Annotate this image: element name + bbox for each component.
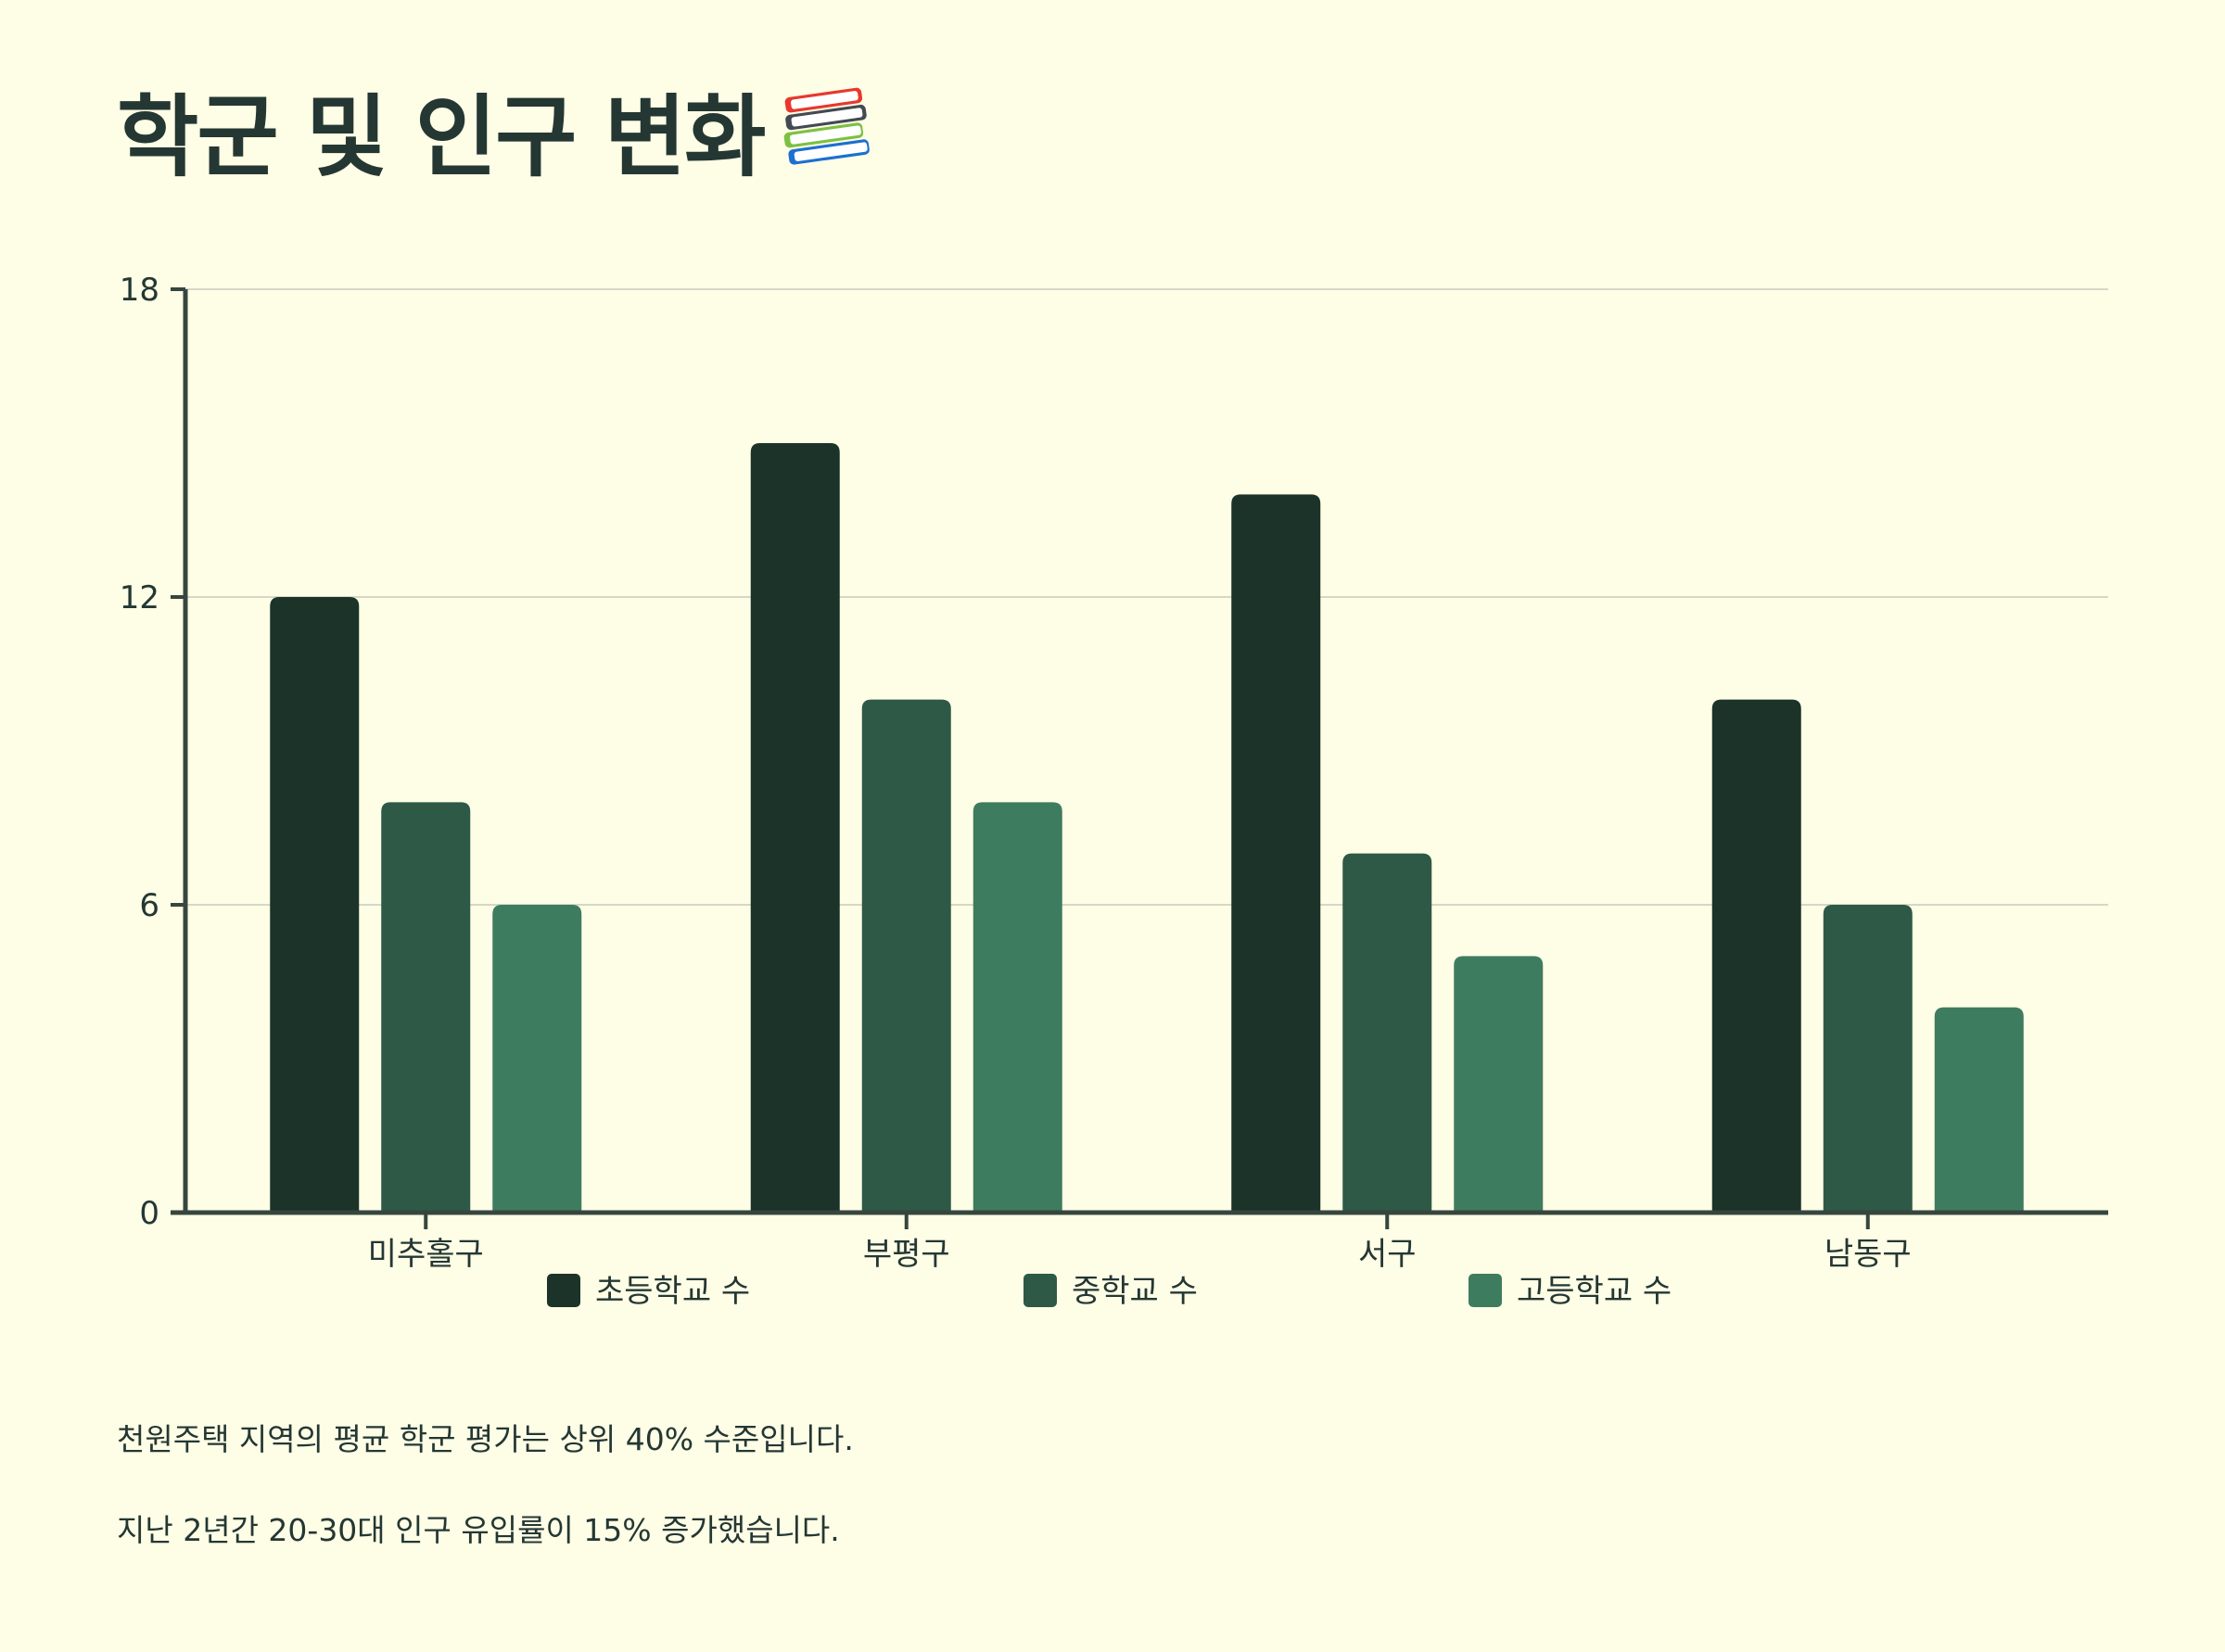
y-tick-label: 0: [139, 1195, 159, 1232]
bar: [1823, 905, 1913, 1213]
bar: [381, 802, 471, 1213]
note-school-rating: 천원주택 지역의 평균 학군 평가는 상위 40% 수준입니다.: [117, 1421, 854, 1457]
legend-swatch: [547, 1274, 580, 1307]
bar: [492, 905, 582, 1213]
bar-chart: 0 6 12 18 미추홀구 부평구 서구 남동구 초등학교 수 중학교 수 고등학교 수: [120, 272, 2108, 1310]
legend-label: 고등학교 수: [1517, 1273, 1672, 1310]
page-title-text: 학군 및 인구 변화: [117, 85, 767, 189]
books-icon: [780, 83, 876, 204]
bar: [1342, 853, 1432, 1213]
bar: [1711, 699, 1801, 1213]
bar: [1934, 1007, 2024, 1213]
y-tick-label: 18: [120, 272, 159, 309]
x-tick-label: 서구: [1358, 1236, 1417, 1273]
y-tick-label: 6: [139, 887, 159, 924]
legend-swatch: [1024, 1274, 1057, 1307]
grid-lines: [185, 288, 2108, 906]
x-tick-label: 부평구: [863, 1236, 950, 1273]
y-tick-label: 12: [120, 579, 159, 616]
page-title: 학군 및 인구 변화: [117, 82, 876, 204]
x-tick-label: 미추홀구: [368, 1236, 484, 1273]
legend: 초등학교 수 중학교 수 고등학교 수: [547, 1273, 1672, 1310]
bar: [973, 802, 1062, 1213]
bar: [861, 699, 951, 1213]
bar: [750, 443, 840, 1213]
bar: [1454, 956, 1544, 1213]
x-tick-label: 남동구: [1824, 1236, 1912, 1273]
axes: 0 6 12 18 미추홀구 부평구 서구 남동구: [120, 272, 2108, 1273]
bar: [270, 597, 360, 1213]
note-population-inflow: 지난 2년간 20-30대 인구 유입률이 15% 증가했습니다.: [117, 1512, 840, 1548]
bar: [1231, 494, 1321, 1213]
legend-swatch: [1468, 1274, 1502, 1307]
legend-label: 초등학교 수: [595, 1273, 750, 1310]
bars: [270, 443, 2024, 1213]
legend-label: 중학교 수: [1072, 1273, 1198, 1310]
